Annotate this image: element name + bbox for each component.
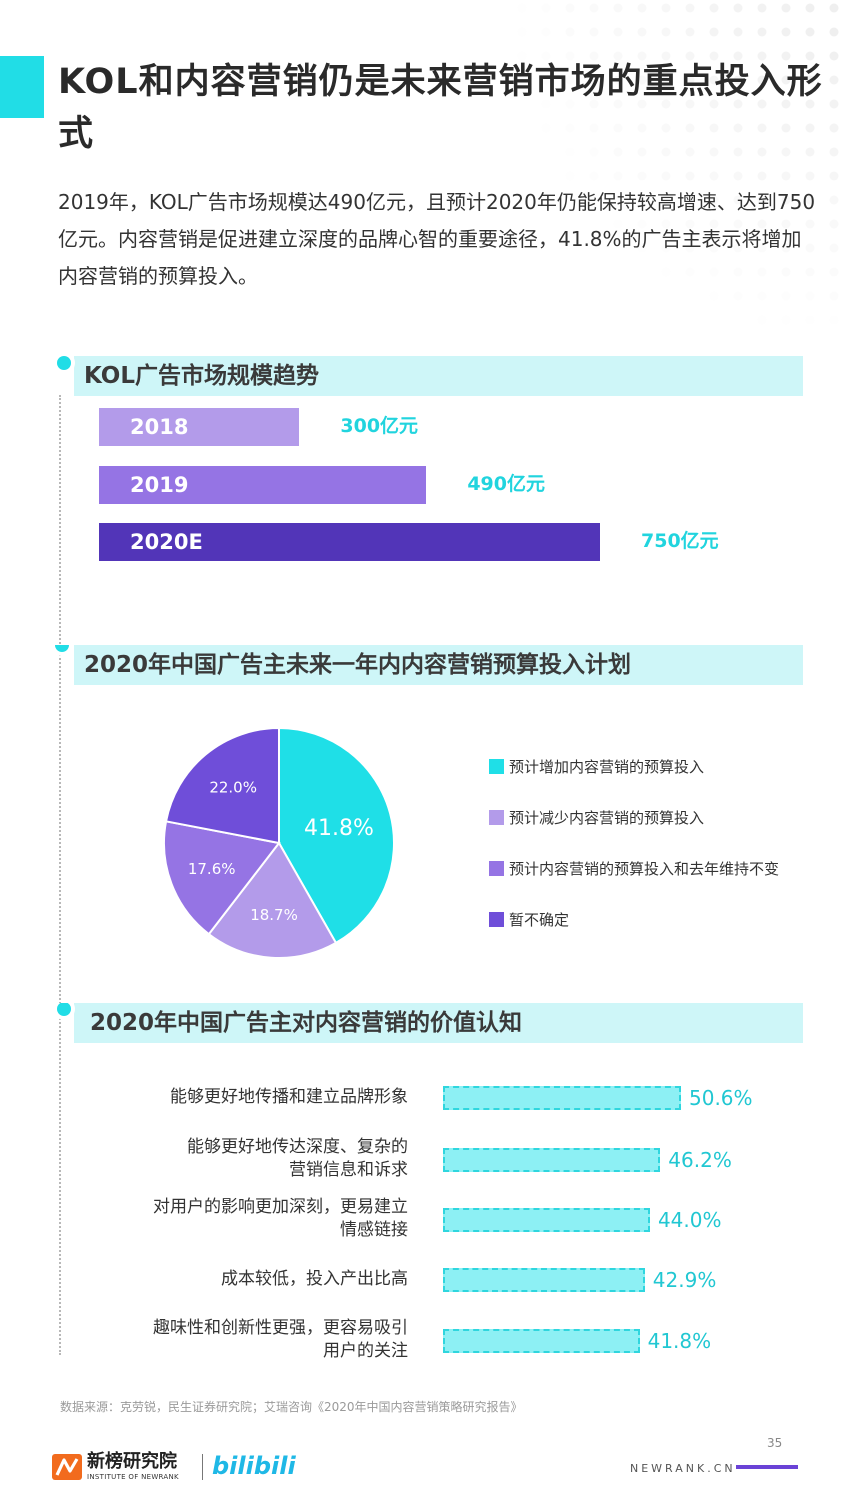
timeline-dotted-line — [59, 395, 61, 1355]
pie-legend: 预计增加内容营销的预算投入 预计减少内容营销的预算投入预计内容营销的预算投入和去年… — [489, 755, 779, 959]
value-row-label-line: 用户的关注 — [323, 1341, 408, 1361]
legend-label: 预计内容营销的预算投入和去年维持不变 — [509, 860, 780, 878]
value-bar-label: 46.2% — [668, 1148, 732, 1172]
pie-slice-label: 17.6% — [188, 860, 236, 878]
pie-slice — [278, 726, 395, 945]
legend-item: 预计减少内容营销的预算投入 — [489, 806, 779, 857]
bilibili-logo: bilibili — [212, 1452, 296, 1480]
kol-bar-category-label: 2018 — [130, 415, 189, 439]
pie-slice-label: 41.8% — [304, 816, 374, 841]
section-band — [74, 645, 803, 685]
value-bar-label: 50.6% — [689, 1086, 753, 1110]
value-row-label-line: 能够更好地传达深度、复杂的 — [187, 1137, 408, 1157]
value-row-label-line: 趣味性和创新性更强，更容易吸引 — [153, 1318, 408, 1338]
legend-label: 预计增加内容营销的预算投入 — [509, 758, 705, 776]
newrank-logo-icon — [52, 1454, 82, 1480]
title-accent-bar — [0, 56, 44, 118]
section-bullet-icon — [53, 1003, 75, 1020]
footer-site: NEWRANK.CN — [630, 1462, 736, 1475]
intro-paragraph: 2019年，KOL广告市场规模达490亿元，且预计2020年仍能保持较高增速、达… — [58, 190, 816, 288]
page-title: KOL和内容营销仍是未来营销市场的重点投入形式 — [58, 62, 823, 154]
kol-bar-2018 — [99, 408, 300, 446]
value-row-label: 成本较低，投入产出比高 — [78, 1268, 408, 1291]
section-bullet-icon — [53, 356, 75, 374]
value-row-label-line: 对用户的影响更加深刻，更易建立 — [153, 1197, 408, 1217]
value-bar-label: 42.9% — [652, 1268, 717, 1292]
legend-swatch — [489, 912, 504, 927]
budget-plan-pie-chart: 41.8% 18.7% 17.6% 22.0% — [163, 726, 395, 959]
section-header-value-perception: 2020年中国广告主对内容营销的价值认知 — [44, 1003, 803, 1043]
footer-logos: 新榜研究院 INSTITUTE OF NEWRANK bilibili — [52, 1450, 312, 1486]
value-bar — [443, 1329, 640, 1353]
value-row-label-line: 能够更好地传播和建立品牌形象 — [170, 1087, 408, 1107]
value-bar-label: 41.8% — [647, 1329, 712, 1353]
legend-label: 预计减少内容营销的预算投入 — [509, 809, 705, 827]
legend-label: 暂不确定 — [509, 911, 570, 929]
section-title: 2020年中国广告主未来一年内内容营销预算投入计划 — [84, 652, 632, 678]
value-row-label-line: 营销信息和诉求 — [289, 1160, 408, 1180]
value-row-label: 能够更好地传播和建立品牌形象 — [78, 1086, 408, 1109]
kol-bar-category-label: 2020E — [130, 530, 203, 554]
kol-bar-2020e — [99, 523, 600, 561]
value-row-label-line: 情感链接 — [340, 1220, 408, 1240]
section-title: KOL广告市场规模趋势 — [84, 363, 319, 389]
legend-swatch — [489, 759, 504, 774]
kol-bar-value-label: 750亿元 — [641, 530, 719, 552]
newrank-logo-subtitle: INSTITUTE OF NEWRANK — [87, 1473, 179, 1481]
legend-item: 暂不确定 — [489, 908, 779, 959]
value-bar — [443, 1208, 650, 1232]
pie-slice-label: 18.7% — [250, 906, 298, 924]
pie-slice — [164, 726, 280, 845]
logo-divider — [202, 1454, 203, 1480]
value-row-label: 能够更好地传达深度、复杂的营销信息和诉求 — [78, 1136, 408, 1182]
newrank-logo-name: 新榜研究院 — [87, 1451, 177, 1472]
value-bar — [443, 1148, 661, 1172]
legend-item: 预计内容营销的预算投入和去年维持不变 — [489, 857, 779, 908]
value-row-label: 对用户的影响更加深刻，更易建立情感链接 — [78, 1196, 408, 1242]
pie-slice-label: 22.0% — [209, 779, 257, 797]
section-header-budget-plan: 2020年中国广告主未来一年内内容营销预算投入计划 — [44, 645, 803, 685]
legend-swatch — [489, 861, 504, 876]
data-source-note: 数据来源：克劳锐，民生证券研究院；艾瑞咨询《2020年中国内容营销策略研究报告》 — [60, 1400, 523, 1414]
section-band — [74, 356, 803, 396]
kol-bar-2019 — [99, 466, 427, 504]
page-number: 35 — [767, 1436, 783, 1450]
value-row-label-line: 成本较低，投入产出比高 — [221, 1269, 408, 1289]
pie-slice — [207, 841, 338, 959]
value-row-label: 趣味性和创新性更强，更容易吸引用户的关注 — [78, 1317, 408, 1363]
pie-slice — [163, 820, 281, 936]
value-bar — [443, 1086, 681, 1110]
legend-swatch — [489, 810, 504, 825]
value-bar — [443, 1268, 645, 1292]
kol-bar-category-label: 2019 — [130, 473, 189, 497]
value-bar-label: 44.0% — [657, 1208, 722, 1232]
section-title: 2020年中国广告主对内容营销的价值认知 — [90, 1010, 523, 1036]
footer-accent-line — [736, 1465, 798, 1469]
section-header-kol-market: KOL广告市场规模趋势 — [44, 356, 803, 396]
dotted-background-pattern — [541, 3, 839, 325]
section-band — [74, 1003, 803, 1043]
kol-bar-value-label: 490亿元 — [467, 473, 545, 495]
section-bullet-icon — [51, 645, 73, 656]
kol-bar-value-label: 300亿元 — [340, 415, 419, 437]
legend-item: 预计增加内容营销的预算投入 — [489, 755, 779, 806]
